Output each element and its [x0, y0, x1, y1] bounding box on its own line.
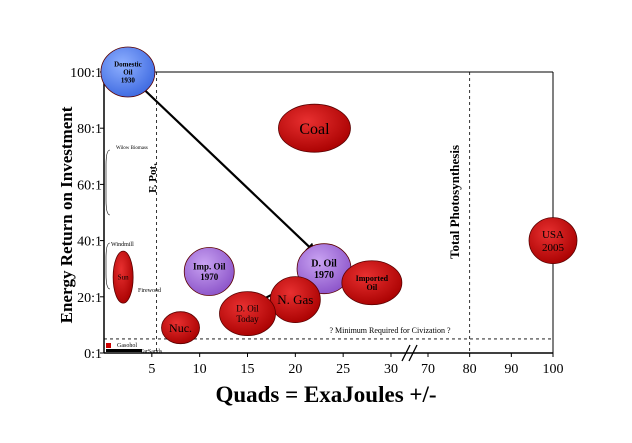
- y-tick-label: 40:1: [77, 235, 102, 250]
- gasohol-bar: [106, 343, 111, 348]
- x-tick-label: 30: [384, 362, 398, 377]
- label-tarsands: TarSands: [140, 349, 163, 355]
- x-tick-label: 100: [543, 362, 564, 377]
- bubble-nuc: Nuc.: [161, 311, 200, 345]
- x-tick-label: 25: [336, 362, 350, 377]
- bubble-label: Domestic: [114, 60, 142, 68]
- arrow: [136, 82, 316, 254]
- x-tick-label: 90: [504, 362, 518, 377]
- minimum-required-label: ? Minimum Required for Civization ?: [329, 326, 451, 335]
- x-tick-label: 20: [288, 362, 302, 377]
- bubble-shape: [183, 247, 235, 296]
- bubble-label: Imp. Oil: [193, 261, 226, 271]
- bubble-shape: [528, 217, 578, 265]
- axis-break-mark: [401, 344, 418, 362]
- x-tick-label: 70: [421, 362, 435, 377]
- bubble-label: 2005: [542, 242, 565, 254]
- bubble-sun: Sun: [112, 250, 134, 304]
- bubble-label: USA: [542, 229, 564, 241]
- bubble-shape: [112, 250, 134, 304]
- bubble-label: Oil: [123, 68, 132, 76]
- x-tick-label: 80: [463, 362, 477, 377]
- y-tick-label: 80:1: [77, 122, 102, 137]
- x-ticks: 5 10 15 20 25 30 70 80 90 100: [148, 353, 564, 377]
- bubble-shape: [278, 103, 351, 153]
- y-axis-label: Energy Return on Investment: [57, 106, 76, 323]
- bubble-shape: [341, 260, 403, 306]
- bubble-label: D. Oil: [311, 258, 337, 269]
- x-axis-label: Quads = ExaJoules +/-: [215, 382, 436, 407]
- bubble-shape: [100, 46, 156, 98]
- bubble-label: 1970: [314, 270, 334, 281]
- bubble-label: D. Oil: [236, 304, 259, 314]
- x-tick-label: 10: [193, 362, 207, 377]
- fpot-label: F. Pot.: [147, 163, 159, 193]
- bubble-label: Imported: [356, 274, 389, 283]
- bubble-shape: [269, 276, 321, 324]
- bubble-label: Today: [236, 314, 259, 324]
- bubble-n-gas: N. Gas: [269, 276, 321, 324]
- y-ticks: 0:1 20:1 40:1 60:1 80:1 100:1: [70, 66, 104, 362]
- x-tick-label: 5: [148, 362, 155, 377]
- bubble-label: Nuc.: [169, 321, 192, 335]
- label-willow-biomass: Wilow Biomass: [116, 146, 148, 151]
- y-tick-label: 100:1: [70, 66, 102, 81]
- bubble-label: Sun: [118, 274, 129, 282]
- bubble-label: Coal: [299, 121, 330, 138]
- label-firewood: Firewood: [138, 288, 161, 294]
- bubble-label: 1930: [121, 77, 136, 85]
- y-tick-label: 60:1: [77, 178, 102, 193]
- label-gasohol: Gasohol: [117, 343, 137, 349]
- bubble-shape: [161, 311, 200, 345]
- bubble-shape: [219, 291, 276, 337]
- bubble-label: N. Gas: [277, 292, 313, 307]
- x-tick-label: 15: [241, 362, 255, 377]
- bubble-label: 1970: [200, 272, 219, 282]
- label-windmill: Windmill: [111, 242, 134, 248]
- y-tick-label: 0:1: [84, 347, 102, 362]
- bubble-label: Oil: [367, 283, 378, 292]
- tarsands-bar: [106, 349, 142, 352]
- y-tick-label: 20:1: [77, 291, 102, 306]
- small-source-labels: Wilow Biomass Windmill Firewood Gasohol …: [105, 146, 163, 355]
- photosynthesis-label: Total Photosynthesis: [447, 145, 462, 259]
- bubble-coal: Coal: [278, 103, 351, 153]
